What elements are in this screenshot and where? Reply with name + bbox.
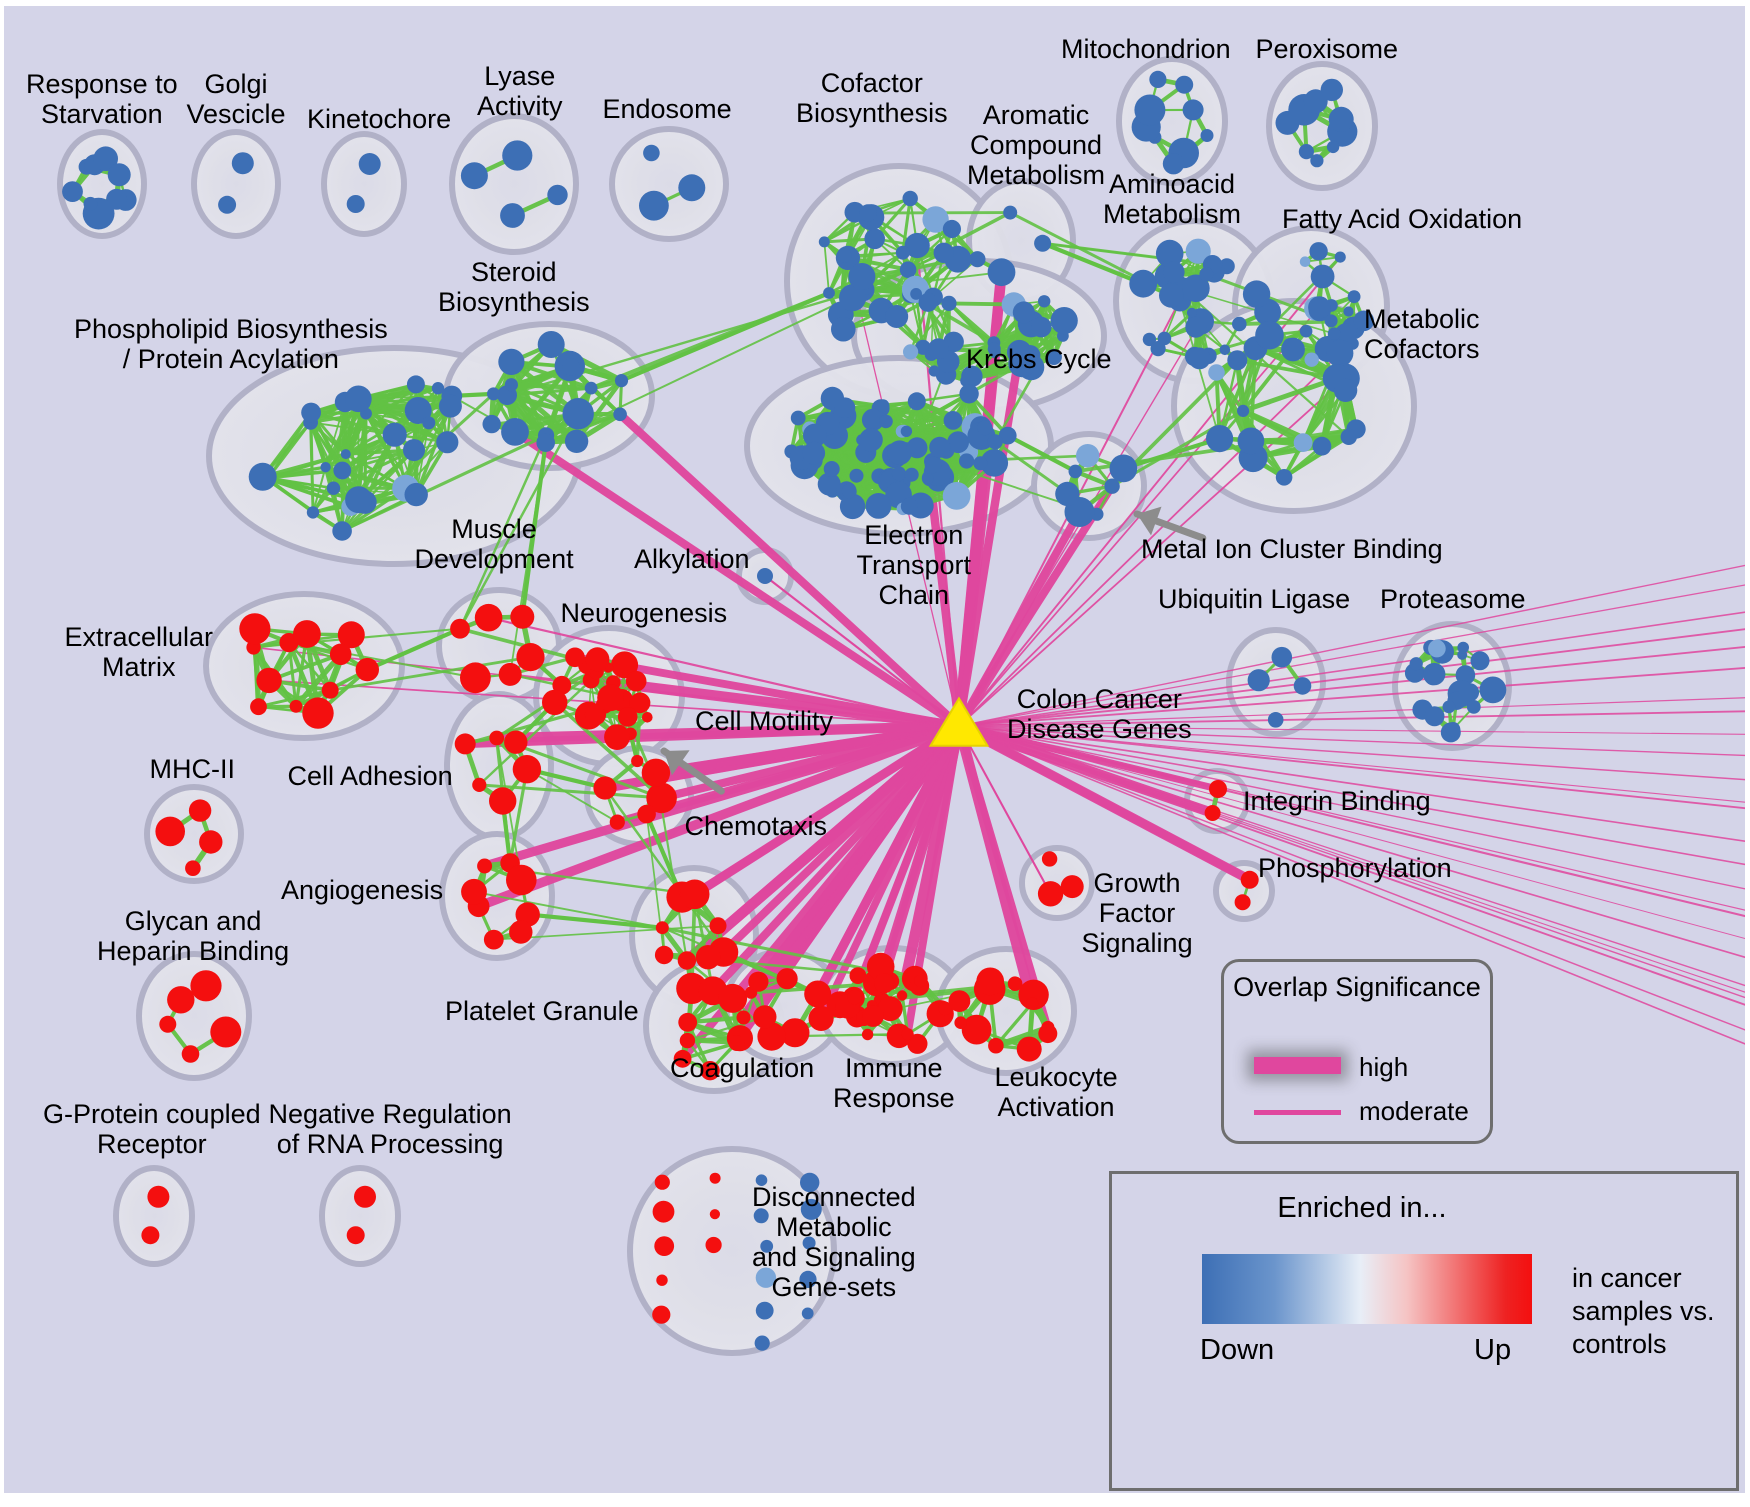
cluster-label-cell-adhesion: Cell Adhesion <box>287 761 453 791</box>
overlap-significance-legend: Overlap Significance high moderate <box>1221 959 1493 1144</box>
cluster-label-integrin-binding: Integrin Binding <box>1243 786 1431 816</box>
enrichment-legend: Enriched in... Down Up in cancer samples… <box>1109 1171 1739 1491</box>
cluster-label-metal-ion-cluster-binding: Metal Ion Cluster Binding <box>1141 534 1443 564</box>
cluster-label-coagulation: Coagulation <box>670 1053 815 1083</box>
cluster-label-aromatic-compound-metabolism: Aromatic Compound Metabolism <box>967 100 1106 190</box>
cluster-label-extracellular-matrix: Extracellular Matrix <box>64 622 214 682</box>
cluster-label-cell-motility: Cell Motility <box>695 706 834 736</box>
cluster-label-golgi-vescicle: Golgi Vescicle <box>186 69 286 129</box>
cluster-label-response-to-starvation: Response to Starvation <box>26 69 178 129</box>
overlap-legend-title: Overlap Significance <box>1233 972 1481 1002</box>
gene-set-nodes <box>62 70 1507 1351</box>
cluster-label-disconnected-gene-sets: Disconnected Metabolic and Signaling Gen… <box>752 1182 916 1302</box>
cluster-label-neg-reg-rna-processing: Negative Regulation of RNA Processing <box>268 1099 512 1159</box>
moderate-significance-label: moderate <box>1359 1096 1469 1126</box>
high-significance-swatch <box>1254 1057 1341 1074</box>
cluster-label-electron-transport-chain: Electron Transport Chain <box>856 520 972 610</box>
cluster-label-growth-factor-signaling: Growth Factor Signaling <box>1081 868 1193 958</box>
cluster-label-alkylation: Alkylation <box>634 544 750 574</box>
cluster-label-immune-response: Immune Response <box>833 1053 955 1113</box>
cluster-label-cofactor-biosynthesis: Cofactor Biosynthesis <box>796 68 948 128</box>
cluster-label-glycan-heparin-binding: Glycan and Heparin Binding <box>97 906 290 966</box>
network-graphics <box>57 56 1745 1356</box>
cluster-label-lyase-activity: Lyase Activity <box>477 61 563 121</box>
cluster-label-phospholipid-biosynthesis: Phospholipid Biosynthesis / Protein Acyl… <box>74 314 388 374</box>
cluster-label-mitochondrion: Mitochondrion <box>1061 34 1231 64</box>
hub-label: Colon Cancer Disease Genes <box>1007 684 1192 744</box>
enrichment-down-label: Down <box>1200 1334 1275 1366</box>
cluster-label-peroxisome: Peroxisome <box>1255 34 1399 64</box>
cluster-label-endosome: Endosome <box>602 94 732 124</box>
cluster-label-angiogenesis: Angiogenesis <box>281 875 444 905</box>
cluster-label-proteasome: Proteasome <box>1380 584 1526 614</box>
cluster-label-krebs-cycle: Krebs Cycle <box>966 344 1112 374</box>
cluster-label-kinetochore: Kinetochore <box>307 104 452 134</box>
cluster-label-metabolic-cofactors: Metabolic Cofactors <box>1364 304 1480 364</box>
cluster-label-platelet-granule: Platelet Granule <box>445 996 639 1026</box>
enrichment-colorbar <box>1202 1254 1532 1324</box>
cluster-label-ubiquitin-ligase: Ubiquitin Ligase <box>1158 584 1351 614</box>
cluster-label-aminoacid-metabolism: Aminoacid Metabolism <box>1103 169 1242 229</box>
cluster-label-steroid-biosynthesis: Steroid Biosynthesis <box>438 257 590 317</box>
callout-arrows <box>660 506 1207 795</box>
cluster-label-muscle-development: Muscle Development <box>414 514 574 574</box>
enrichment-side-label: in cancer samples vs. controls <box>1572 1263 1715 1359</box>
high-significance-label: high <box>1359 1052 1409 1082</box>
enrichment-legend-title: Enriched in... <box>1277 1192 1447 1224</box>
enrichment-up-label: Up <box>1474 1334 1512 1366</box>
cluster-label-leukocyte-activation: Leukocyte Activation <box>994 1062 1118 1122</box>
cluster-label-chemotaxis: Chemotaxis <box>684 811 828 841</box>
moderate-significance-swatch <box>1254 1110 1341 1115</box>
cluster-label-gpcr: G-Protein coupled Receptor <box>43 1099 261 1159</box>
hub-node[interactable] <box>928 696 990 747</box>
network-map: Response to Starvation Golgi Vescicle Kine… <box>4 6 1745 1493</box>
cluster-label-fatty-acid-oxidation: Fatty Acid Oxidation <box>1282 204 1523 234</box>
cluster-label-mhc-ii: MHC-II <box>149 754 235 784</box>
hub-edges <box>253 245 1745 1062</box>
cluster-label-neurogenesis: Neurogenesis <box>560 598 728 628</box>
cluster-label-phosphorylation: Phosphorylation <box>1258 853 1452 883</box>
